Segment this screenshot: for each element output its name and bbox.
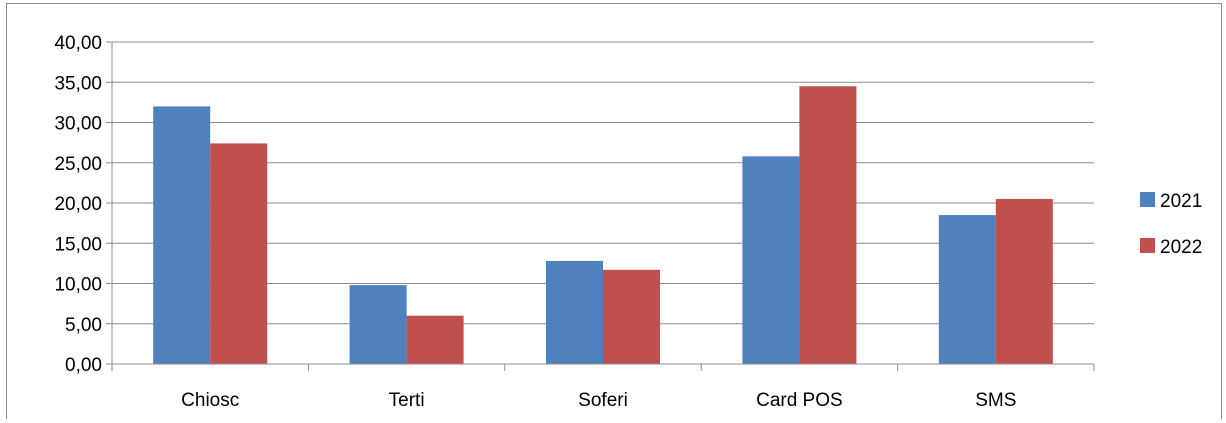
bar-2022-card-pos xyxy=(799,86,857,365)
y-tick-label: 30,00 xyxy=(54,114,102,135)
legend-swatch-2022 xyxy=(1140,238,1155,253)
x-tick-label: Card POS xyxy=(756,390,843,411)
bars xyxy=(153,86,1053,365)
bar-2021-sms xyxy=(938,215,996,364)
bar-2021-terti xyxy=(349,285,407,364)
bar-2022-sms xyxy=(995,198,1053,364)
y-tick-label: 0,00 xyxy=(65,355,102,376)
x-tick-label: Chiosc xyxy=(181,390,239,411)
axes: 0,00 5,00 10,00 15,00 20,00 25,00 30,00 35,00 40… xyxy=(54,33,1095,411)
legend-label-2021: 2021 xyxy=(1160,191,1202,212)
bar-2021-card-pos xyxy=(742,156,800,364)
bar-2022-soferi xyxy=(603,269,660,364)
y-tick-label: 35,00 xyxy=(54,73,102,94)
y-tick-label: 5,00 xyxy=(65,315,102,336)
legend-swatch-2021 xyxy=(1140,192,1155,207)
bar-2022-terti xyxy=(406,315,464,364)
y-tick-label: 10,00 xyxy=(54,275,102,296)
legend-label-2022: 2022 xyxy=(1160,237,1202,258)
bar-2021-chiosc xyxy=(153,106,211,365)
bar-2022-chiosc xyxy=(210,143,268,364)
x-tick-label: Soferi xyxy=(578,390,628,411)
x-tick-label: SMS xyxy=(975,390,1016,411)
bar-2021-soferi xyxy=(546,260,603,364)
x-tick-label: Terti xyxy=(389,390,425,411)
y-tick-label: 20,00 xyxy=(54,194,102,215)
legend: 2021 2022 xyxy=(1140,191,1202,258)
y-tick-label: 15,00 xyxy=(54,234,102,255)
y-tick-label: 40,00 xyxy=(54,33,102,54)
y-tick-label: 25,00 xyxy=(54,154,102,175)
